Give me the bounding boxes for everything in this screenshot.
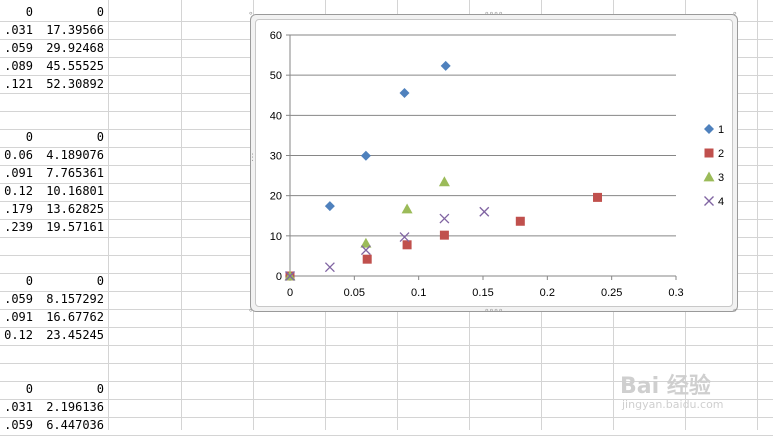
x-tick-label: 0.2: [540, 287, 555, 299]
row-gridline: [0, 381, 773, 382]
cell-x-value[interactable]: .059: [4, 41, 33, 55]
series-2-point: [593, 192, 603, 202]
row-gridline: [0, 417, 773, 418]
x-tick-label: 0.3: [668, 287, 683, 299]
series-4-point: [399, 232, 410, 242]
x-tick-label: 0.25: [601, 287, 622, 299]
y-tick-label: 10: [270, 231, 282, 243]
legend-marker-series-2: [704, 148, 714, 158]
cell-y-value[interactable]: 8.157292: [46, 292, 104, 306]
cell-y-value[interactable]: 17.39566: [46, 23, 104, 37]
y-tick-label: 40: [270, 110, 282, 122]
column-gridline: [181, 0, 182, 430]
row-gridline: [0, 363, 773, 364]
row-gridline: [0, 345, 773, 346]
series-2-point: [402, 240, 412, 250]
cell-x-value[interactable]: 0.12: [4, 184, 33, 198]
chart-object[interactable]: ∘∘∘∘ ∘∘∘∘ ⋮ ⋮ ∘ ∘ ∘ ∘ 0 10 20 30 40 50 60 0 0.05…: [248, 9, 742, 316]
cell-x-value[interactable]: 0: [25, 382, 33, 396]
series-4-point: [324, 262, 335, 273]
series-2-point: [439, 230, 449, 240]
y-tick-label: 0: [276, 271, 282, 283]
series-1-point: [440, 60, 451, 71]
x-tick-label: 0.15: [472, 287, 493, 299]
cell-x-value[interactable]: 0: [25, 5, 33, 19]
chart-resize-handle-top[interactable]: ∘∘∘∘: [484, 9, 504, 19]
y-tick-label: 50: [270, 70, 282, 82]
baidu-jingyan-watermark: Bai 经验 jingyan.baidu.com: [592, 368, 752, 418]
cell-y-value[interactable]: 16.67762: [46, 310, 104, 324]
series-3-point: [401, 203, 413, 214]
chart-resize-handle-left[interactable]: ⋮: [248, 153, 257, 163]
cell-y-value[interactable]: 13.62825: [46, 202, 104, 216]
cell-x-value[interactable]: .121: [4, 77, 33, 91]
watermark-brand: Bai 经验: [620, 374, 711, 399]
watermark-url: jingyan.baidu.com: [622, 398, 724, 411]
legend-label-series-4: 4: [718, 196, 724, 208]
series-2-point: [515, 216, 525, 226]
cell-x-value[interactable]: .091: [4, 310, 33, 324]
series-3-point: [438, 176, 450, 187]
cell-y-value[interactable]: 4.189076: [46, 148, 104, 162]
legend-marker-series-1: [704, 124, 714, 134]
chart-resize-handle-corner-tl[interactable]: ∘: [248, 9, 254, 19]
chart-area[interactable]: 0 10 20 30 40 50 60 0 0.05 0.1 0.15 0.2 0.25 0.3 1 2 3 4: [255, 19, 733, 307]
legend-label-series-3: 3: [718, 172, 724, 184]
chart-resize-handle-corner-bl[interactable]: ∘: [248, 306, 254, 316]
cell-x-value[interactable]: 0.06: [4, 148, 33, 162]
cell-x-value[interactable]: .059: [4, 292, 33, 306]
cell-y-value[interactable]: 29.92468: [46, 41, 104, 55]
cell-x-value[interactable]: 0.12: [4, 328, 33, 342]
cell-y-value[interactable]: 23.45245: [46, 328, 104, 342]
cell-y-value[interactable]: 0: [96, 130, 104, 144]
row-gridline: [0, 327, 773, 328]
cell-x-value[interactable]: .091: [4, 166, 33, 180]
cell-x-value[interactable]: .179: [4, 202, 33, 216]
series-4-point: [439, 213, 450, 224]
legend-label-series-1: 1: [718, 124, 724, 136]
row-gridline: [0, 399, 773, 400]
series-4-point: [360, 245, 371, 256]
series-1-point: [399, 88, 410, 99]
series-1-point: [360, 150, 371, 161]
chart-resize-handle-bottom[interactable]: ∘∘∘∘: [484, 306, 504, 316]
x-tick-label: 0: [287, 287, 293, 299]
cell-y-value[interactable]: 10.16801: [46, 184, 104, 198]
series-3-point: [360, 237, 372, 248]
x-tick-label: 0.05: [344, 287, 365, 299]
cell-y-value[interactable]: 0: [96, 382, 104, 396]
cell-x-value[interactable]: 0: [25, 274, 33, 288]
legend-label-series-2: 2: [718, 148, 724, 160]
cell-y-value[interactable]: 6.447036: [46, 418, 104, 432]
cell-y-value[interactable]: 19.57161: [46, 220, 104, 234]
cell-x-value[interactable]: .031: [4, 400, 33, 414]
legend-marker-series-4: [704, 196, 714, 206]
cell-y-value[interactable]: 45.55525: [46, 59, 104, 73]
cell-y-value[interactable]: 0: [96, 274, 104, 288]
cell-y-value[interactable]: 2.196136: [46, 400, 104, 414]
series-1-point: [324, 201, 335, 212]
cell-y-value[interactable]: 7.765361: [46, 166, 104, 180]
column-gridline: [757, 0, 758, 430]
y-tick-label: 30: [270, 151, 282, 163]
y-tick-label: 60: [270, 30, 282, 42]
cell-x-value[interactable]: .031: [4, 23, 33, 37]
column-gridline: [108, 0, 109, 430]
cell-y-value[interactable]: 52.30892: [46, 77, 104, 91]
cell-x-value[interactable]: 0: [25, 130, 33, 144]
series-4-point: [479, 206, 490, 217]
x-tick-label: 0.1: [411, 287, 426, 299]
series-2-point: [362, 254, 372, 264]
cell-y-value[interactable]: 0: [96, 5, 104, 19]
y-tick-label: 20: [270, 191, 282, 203]
series-4-point: [285, 271, 295, 281]
chart-resize-handle-corner-br[interactable]: ∘: [732, 306, 738, 316]
chart-resize-handle-corner-tr[interactable]: ∘: [732, 9, 738, 19]
legend-marker-series-3: [703, 171, 715, 182]
chart-resize-handle-right[interactable]: ⋮: [733, 153, 742, 163]
cell-x-value[interactable]: .089: [4, 59, 33, 73]
scatter-chart[interactable]: 0 10 20 30 40 50 60 0 0.05 0.1 0.15 0.2 0.25 0.3 1 2 3 4: [256, 20, 734, 308]
cell-x-value[interactable]: .059: [4, 418, 33, 432]
cell-x-value[interactable]: .239: [4, 220, 33, 234]
